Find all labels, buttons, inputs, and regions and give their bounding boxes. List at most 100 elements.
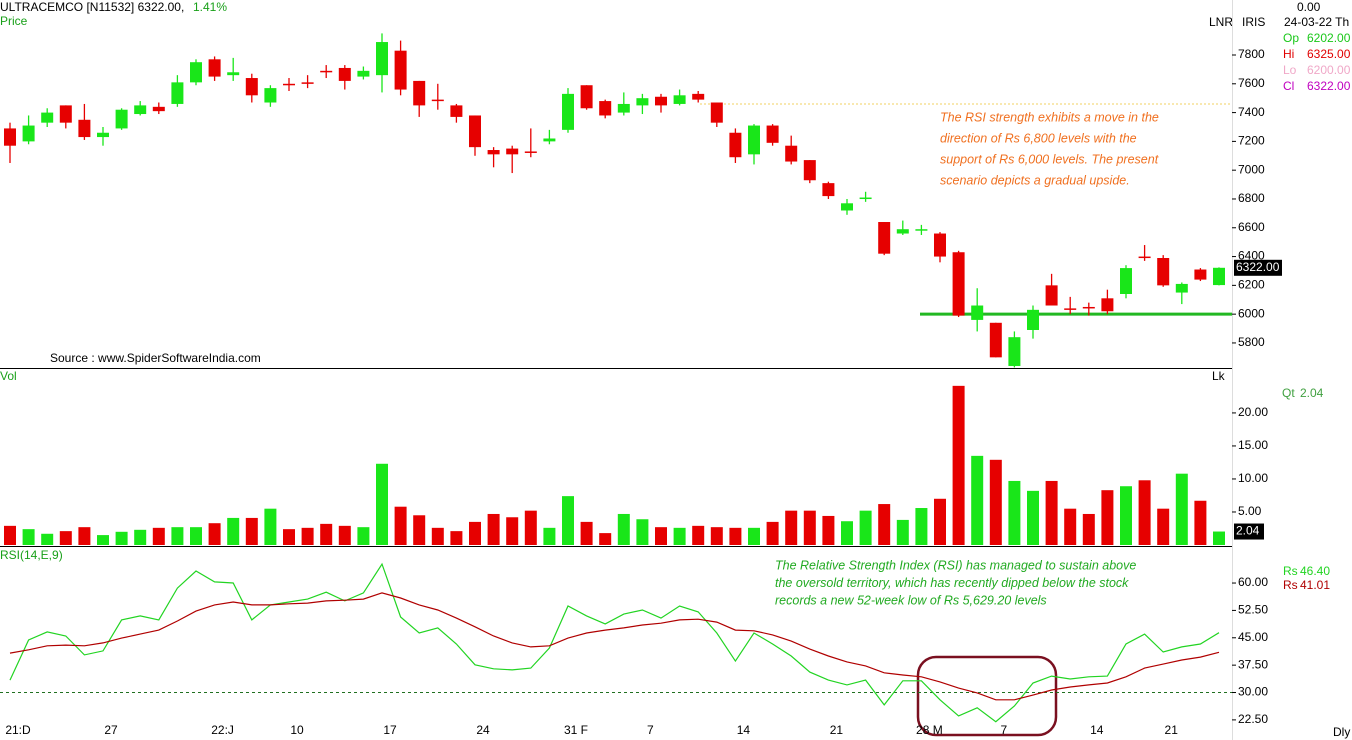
date: 24-03-22 Th <box>1284 15 1349 29</box>
ohlc-label: Op <box>1283 31 1299 45</box>
candle-body <box>617 103 630 113</box>
volume-bar <box>171 527 184 545</box>
volume-bar <box>580 521 593 545</box>
y-tick-label: 6000 <box>1238 306 1265 320</box>
candle-body <box>841 203 853 211</box>
y-tick-label: 7600 <box>1238 76 1265 90</box>
volume-bar <box>915 508 928 545</box>
y-tick-label: 7000 <box>1238 162 1265 176</box>
volume-bar <box>543 527 556 545</box>
volume-bar <box>134 529 147 545</box>
x-tick-label: 17 <box>383 723 397 737</box>
highlight-oval <box>916 655 1058 737</box>
candle-body <box>766 125 779 143</box>
volume-bar <box>729 527 742 545</box>
volume-bar <box>413 515 426 545</box>
annotation: direction of Rs 6,800 levels with the <box>940 131 1137 145</box>
candle-body <box>1008 337 1021 366</box>
volume-bar <box>1064 508 1077 545</box>
candle-body <box>971 305 984 320</box>
volume-bar <box>841 521 853 545</box>
legend-label: Qt <box>1282 386 1295 400</box>
candle-body <box>1120 268 1132 294</box>
annotation: The Relative Strength Index (RSI) has ma… <box>775 558 1136 572</box>
volume-bar <box>1027 490 1039 545</box>
candle-body <box>394 50 407 90</box>
candle-body <box>190 62 202 83</box>
annotation: the oversold territory, which has recent… <box>775 576 1129 590</box>
candle-body <box>506 148 519 155</box>
ohlc-label: Cl <box>1283 79 1294 93</box>
last-price-box <box>1234 259 1282 276</box>
ohlc-label: Lo <box>1283 63 1297 77</box>
candle-body <box>152 106 165 112</box>
annotation: support of Rs 6,000 levels. The present <box>940 152 1159 166</box>
candle-body <box>580 85 593 109</box>
candle-body <box>803 160 816 181</box>
x-tick-label: 24 <box>476 723 490 737</box>
candle-body <box>1101 298 1114 312</box>
volume-bar <box>617 513 630 545</box>
legend-value: 46.40 <box>1300 564 1330 578</box>
legend-label: Rs <box>1283 564 1298 578</box>
candle-body <box>710 102 723 123</box>
volume-bar <box>1120 486 1132 545</box>
volume-bar <box>190 527 202 545</box>
candle-body <box>41 112 54 123</box>
candle-body <box>245 78 258 96</box>
candle-body <box>599 101 612 116</box>
volume-bar <box>245 517 258 545</box>
candle-body <box>450 105 463 117</box>
annotation: scenario depicts a gradual upside. <box>940 173 1130 187</box>
mode: LNR <box>1209 15 1233 29</box>
volume-bar <box>41 533 54 545</box>
candle-body <box>97 132 109 138</box>
candle-body <box>1175 283 1188 293</box>
y-tick-label: 5.00 <box>1238 504 1262 518</box>
ohlc-value: 6325.00 <box>1307 47 1351 61</box>
volume-bar <box>59 531 72 545</box>
candle-body <box>934 233 946 257</box>
x-tick-label: 7 <box>1000 723 1007 737</box>
candle-body <box>748 125 760 155</box>
y-tick-label: 45.00 <box>1238 630 1268 644</box>
candle-body <box>878 222 891 254</box>
volume-bar <box>562 496 574 545</box>
volume-bar <box>785 510 798 545</box>
candle-body <box>915 229 928 231</box>
volume-bar <box>766 521 779 545</box>
candle-body <box>115 109 128 129</box>
volume-bar <box>4 525 16 545</box>
volume-bar <box>803 510 816 545</box>
y-tick-label: 52.50 <box>1238 603 1268 617</box>
candle-body <box>1213 267 1225 286</box>
candle-body <box>636 98 649 106</box>
candle-body <box>952 252 965 316</box>
volume-bar <box>1008 480 1021 545</box>
candle-body <box>1138 256 1151 259</box>
y-tick-label: 37.50 <box>1238 657 1268 671</box>
volume-bar <box>1157 508 1170 545</box>
candle-body <box>524 151 537 153</box>
x-tick-label: 21:D <box>5 723 31 737</box>
candle-body <box>208 59 221 77</box>
candle-body <box>896 229 909 234</box>
y-tick-label: 15.00 <box>1238 438 1268 452</box>
candle-body <box>59 105 72 123</box>
candle-body <box>264 88 277 103</box>
x-tick-label: 31 F <box>564 723 588 737</box>
candle-body <box>469 115 481 148</box>
candle-body <box>22 125 35 142</box>
unit: Lk <box>1212 369 1226 383</box>
y-tick-label: 7800 <box>1238 47 1265 61</box>
volume-bar <box>301 527 314 545</box>
volume-bar <box>934 498 946 545</box>
candle-body <box>78 119 91 138</box>
volume-bar <box>97 535 109 545</box>
legend-value: 41.01 <box>1300 578 1330 592</box>
x-tick-label: 14 <box>737 723 751 737</box>
volume-bar <box>450 531 463 545</box>
volume-bar <box>357 527 370 545</box>
volume-bar <box>692 525 705 545</box>
candle-body <box>413 80 426 106</box>
